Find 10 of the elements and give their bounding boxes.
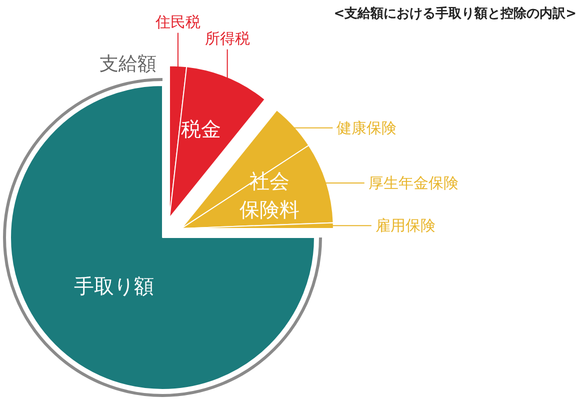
slice-label: 雇用保険 (375, 216, 436, 235)
text: 社会保険料 (240, 168, 300, 222)
text: 税金 (181, 116, 222, 141)
chart-title: <支給額における手取り額と控除の内訳> (334, 6, 577, 22)
slice-label: 厚生年金保険 (368, 174, 458, 192)
slice-label: 健康保険 (336, 118, 397, 137)
slice-label: 住民税 (154, 12, 200, 31)
text: 支給額 (99, 53, 156, 76)
slice-label: 手取り額 (74, 274, 154, 298)
slice-label: 所得税 (204, 29, 250, 48)
